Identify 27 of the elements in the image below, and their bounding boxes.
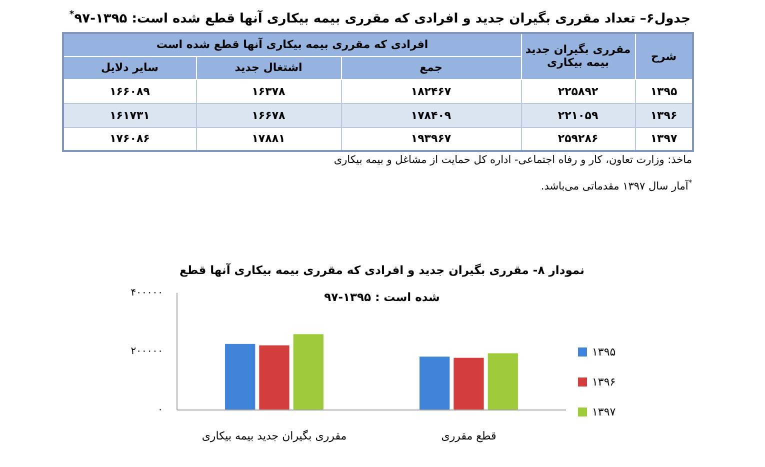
legend-label: ۱۳۹۵: [592, 346, 616, 358]
table-header-cell: شرح: [635, 33, 694, 79]
table-header-cell: مقرری بگیران جدید بیمه بیکاری: [521, 33, 636, 79]
table-cell: ۱۶۶۷۸: [196, 103, 341, 127]
x-tick-label: قطع مقرری: [441, 430, 496, 442]
table-header-cell: اشتغال جدید: [196, 56, 341, 79]
table-cell: ۱۷۸۴۰۹: [341, 103, 522, 127]
table-header-cell: جمع: [341, 56, 522, 79]
row-label: ۱۳۹۶: [635, 103, 694, 127]
title: نمودار ۸- مقرری بگیران جدید و افرادی که مقرری بیمه بیکاری آنها قطع شده است : ۱۳۹۵-۹۷: [178, 262, 586, 306]
table-cell: ۲۲۵۸۹۲: [521, 79, 636, 103]
table-cell: ۱۸۲۴۶۷: [341, 79, 522, 103]
annotation: $^{*}$آمار سال ۱۳۹۷ مقدماتی می‌باشد.: [540, 178, 692, 192]
y-tick-label: ۰: [158, 404, 163, 416]
table-header-cell: سایر دلایل: [63, 56, 196, 79]
title: جدول۶– تعداد مقرری بگیران جدید و افرادی که مقرری بیمه بیکاری آنها قطع شده است: ۱۳۹۵-۹۷$^{*}$: [68, 9, 692, 28]
annotation: ماخذ: وزارت تعاون، کار و رفاه اجتماعی- اداره کل حمایت از مشاغل و بیمه بیکاری: [334, 154, 692, 166]
x-tick-label: مقرری بگیران جدید بیمه بیکاری: [202, 430, 347, 442]
table-header-cell: افرادی که مقرری بیمه بیکاری آنها قطع شده است: [63, 33, 522, 56]
table-cell: ۱۶۱۷۳۱: [63, 103, 196, 127]
table-cell: ۱۶۶۰۸۹: [63, 79, 196, 103]
legend-label: ۱۳۹۶: [592, 376, 616, 388]
y-tick-label: ۴۰۰۰۰۰: [130, 288, 163, 298]
legend-label: ۱۳۹۷: [592, 406, 616, 418]
table-cell: ۲۲۱۰۵۹: [521, 103, 636, 127]
table-cell: ۱۶۳۷۸: [196, 79, 341, 103]
y-tick-label: ۲۰۰۰۰۰: [130, 346, 163, 357]
